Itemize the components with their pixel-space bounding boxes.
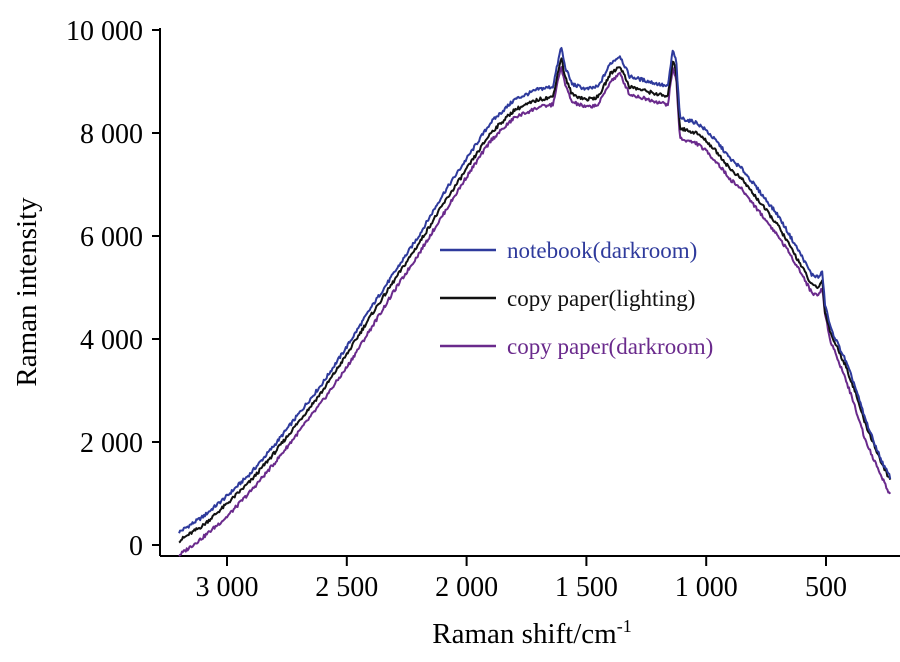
y-tick-label: 10 000 (66, 16, 143, 47)
legend: notebook(darkroom) copy paper(lighting) … (440, 238, 713, 359)
series-group (178, 46, 892, 557)
x-axis-title: Raman shift/cm-1 (432, 616, 631, 650)
x-tick-label: 2 000 (435, 572, 498, 603)
x-ticks: 3 000 2 500 2 000 1 500 1 000 500 (196, 556, 847, 603)
x-tick-label: 2 500 (315, 572, 378, 603)
legend-label-copy-paper-lighting: copy paper(lighting) (507, 286, 695, 311)
x-axis-title-superscript: -1 (617, 616, 632, 636)
y-tick-label: 4 000 (80, 325, 143, 356)
legend-label-copy-paper-darkroom: copy paper(darkroom) (507, 334, 713, 359)
x-axis-title-text: Raman shift/cm (432, 618, 617, 650)
x-tick-label: 1 000 (675, 572, 738, 603)
y-axis-title: Raman intensity (11, 197, 43, 387)
y-tick-label: 6 000 (80, 222, 143, 253)
x-tick-label: 1 500 (555, 572, 618, 603)
y-tick-label: 8 000 (80, 119, 143, 150)
series-line (178, 46, 892, 534)
y-tick-label: 0 (129, 531, 143, 562)
x-tick-label: 3 000 (196, 572, 259, 603)
x-tick-label: 500 (805, 572, 847, 603)
axes (159, 28, 900, 557)
series-line (178, 57, 892, 544)
series-line (178, 66, 892, 557)
legend-label-notebook-darkroom: notebook(darkroom) (507, 238, 697, 263)
y-tick-label: 2 000 (80, 428, 143, 459)
y-ticks: 0 2 000 4 000 6 000 8 000 10 000 (66, 16, 160, 562)
